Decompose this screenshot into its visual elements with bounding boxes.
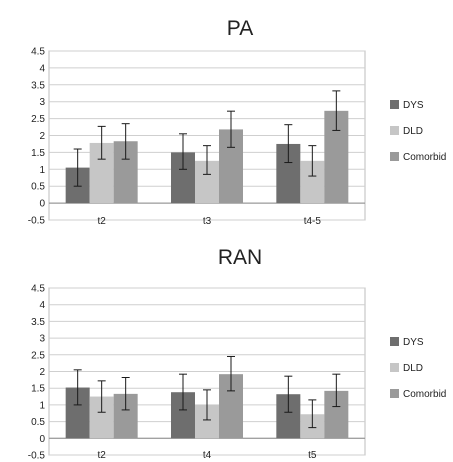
chart2-legend-label-comorbid: Comorbid	[403, 389, 446, 400]
chart2-legend-swatch-dys	[390, 337, 399, 346]
chart2-legend-swatch-dld	[390, 363, 399, 372]
chart1-legend-label-dld: DLD	[403, 126, 423, 137]
chart1-title: PA	[227, 17, 253, 40]
chart2-y-tick-label: 1.5	[31, 384, 45, 395]
chart1-y-tick-label: 2	[39, 131, 45, 142]
chart2-y-tick-label: 4	[39, 300, 45, 311]
chart2-y-tick-label: 3.5	[31, 317, 45, 328]
chart2-y-tick-label: -0.5	[28, 451, 46, 462]
chart2-y-tick-label: 2	[39, 367, 45, 378]
chart1-bar-comorbid	[113, 141, 138, 204]
chart2-y-tick-label: 2.5	[31, 350, 45, 361]
chart1-legend-label-comorbid: Comorbid	[403, 152, 446, 163]
chart1-y-tick-label: 4.5	[31, 47, 45, 58]
chart2-x-category-label: t5	[308, 450, 317, 461]
chart1-y-tick-label: 1	[39, 165, 45, 176]
chart1-legend-swatch-dys	[390, 100, 399, 109]
chart1-x-category-label: t4-5	[304, 216, 322, 227]
chart2-x-category-label: t4	[203, 450, 212, 461]
chart2-group: RAN -0.5 0 0.5 1 1.5 2 2.5 3 3.5 4 4.5 t2 t4 t5 DYS DLD C…	[28, 246, 447, 462]
chart2-bar-comorbid	[113, 393, 138, 439]
chart2-y-tick-label: 0.5	[31, 417, 45, 428]
chart1-legend-label-dys: DYS	[403, 100, 424, 111]
chart1-y-tick-label: 1.5	[31, 148, 45, 159]
chart1-legend-swatch-comorbid	[390, 152, 399, 161]
chart2-title: RAN	[218, 246, 262, 269]
chart1-y-tick-label: 4	[39, 63, 45, 74]
chart1-y-tick-label: 0.5	[31, 182, 45, 193]
chart1-x-category-label: t2	[97, 216, 106, 227]
chart1-y-tick-label: 2.5	[31, 114, 45, 125]
chart2-y-tick-label: 1	[39, 400, 45, 411]
chart2-x-category-label: t2	[97, 450, 106, 461]
chart2-y-tick-label: 3	[39, 334, 45, 345]
chart1-y-tick-label: 3.5	[31, 80, 45, 91]
chart1-x-category-label: t3	[203, 216, 212, 227]
chart1-y-tick-label: -0.5	[28, 216, 46, 227]
chart1-legend-swatch-dld	[390, 126, 399, 135]
chart2-legend-swatch-comorbid	[390, 389, 399, 398]
chart1-group: PA -0.5 0 0.5 1 1.5 2 2.5 3 3.5 4 4.5 t2 t3 t4-5 DYS DLD…	[28, 17, 447, 227]
chart2-legend-label-dys: DYS	[403, 337, 424, 348]
chart1-y-tick-label: 3	[39, 97, 45, 108]
chart2-legend-label-dld: DLD	[403, 363, 423, 374]
chart1-y-tick-label: 0	[39, 199, 45, 210]
chart2-y-tick-label: 0	[39, 434, 45, 445]
chart2-y-tick-label: 4.5	[31, 284, 45, 295]
